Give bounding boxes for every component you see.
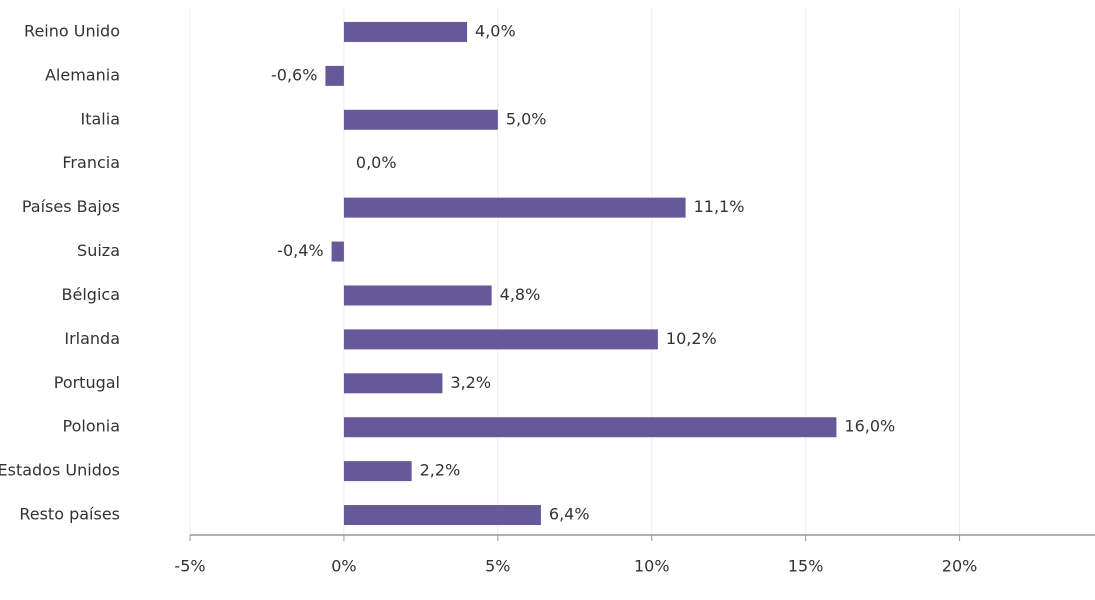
value-label: 5,0% (506, 109, 547, 128)
bar (343, 197, 686, 218)
value-label: -0,6% (271, 65, 317, 84)
y-tick-label: Polonia (63, 417, 121, 436)
y-tick-label: Suiza (77, 241, 120, 260)
value-label: 0,0% (356, 153, 397, 172)
bar (343, 461, 412, 482)
y-tick-label: Italia (81, 109, 121, 128)
bar (343, 505, 541, 526)
value-label: 4,0% (475, 21, 516, 40)
y-tick-label: Resto países (19, 505, 120, 524)
y-tick-label: Países Bajos (22, 197, 120, 216)
bar (343, 285, 492, 306)
y-tick-label: Portugal (54, 373, 120, 392)
value-label: 11,1% (694, 197, 745, 216)
y-tick-label: Reino Unido (24, 21, 120, 40)
x-tick-label: -5% (174, 557, 205, 576)
y-tick-label: Alemania (45, 65, 120, 84)
value-label: 6,4% (549, 505, 590, 524)
value-label: 4,8% (500, 285, 541, 304)
x-tick-label: 15% (788, 557, 824, 576)
value-label: 10,2% (666, 329, 717, 348)
value-label: 3,2% (450, 373, 491, 392)
bar (343, 417, 837, 438)
x-tick-label: 20% (942, 557, 978, 576)
value-label: 16,0% (844, 417, 895, 436)
x-tick-label: 10% (634, 557, 670, 576)
bar (343, 109, 498, 130)
y-tick-label: Francia (62, 153, 120, 172)
y-tick-label: Bélgica (62, 285, 120, 304)
value-label: 2,2% (420, 461, 461, 480)
y-tick-label: Estados Unidos (0, 461, 120, 480)
bar (331, 241, 344, 262)
bar (343, 21, 468, 42)
bar (343, 329, 658, 350)
x-tick-label: 0% (331, 557, 356, 576)
bar (343, 373, 443, 394)
x-tick-label: 5% (485, 557, 510, 576)
y-tick-label: Irlanda (64, 329, 120, 348)
value-label: -0,4% (277, 241, 323, 260)
bar (325, 65, 344, 86)
